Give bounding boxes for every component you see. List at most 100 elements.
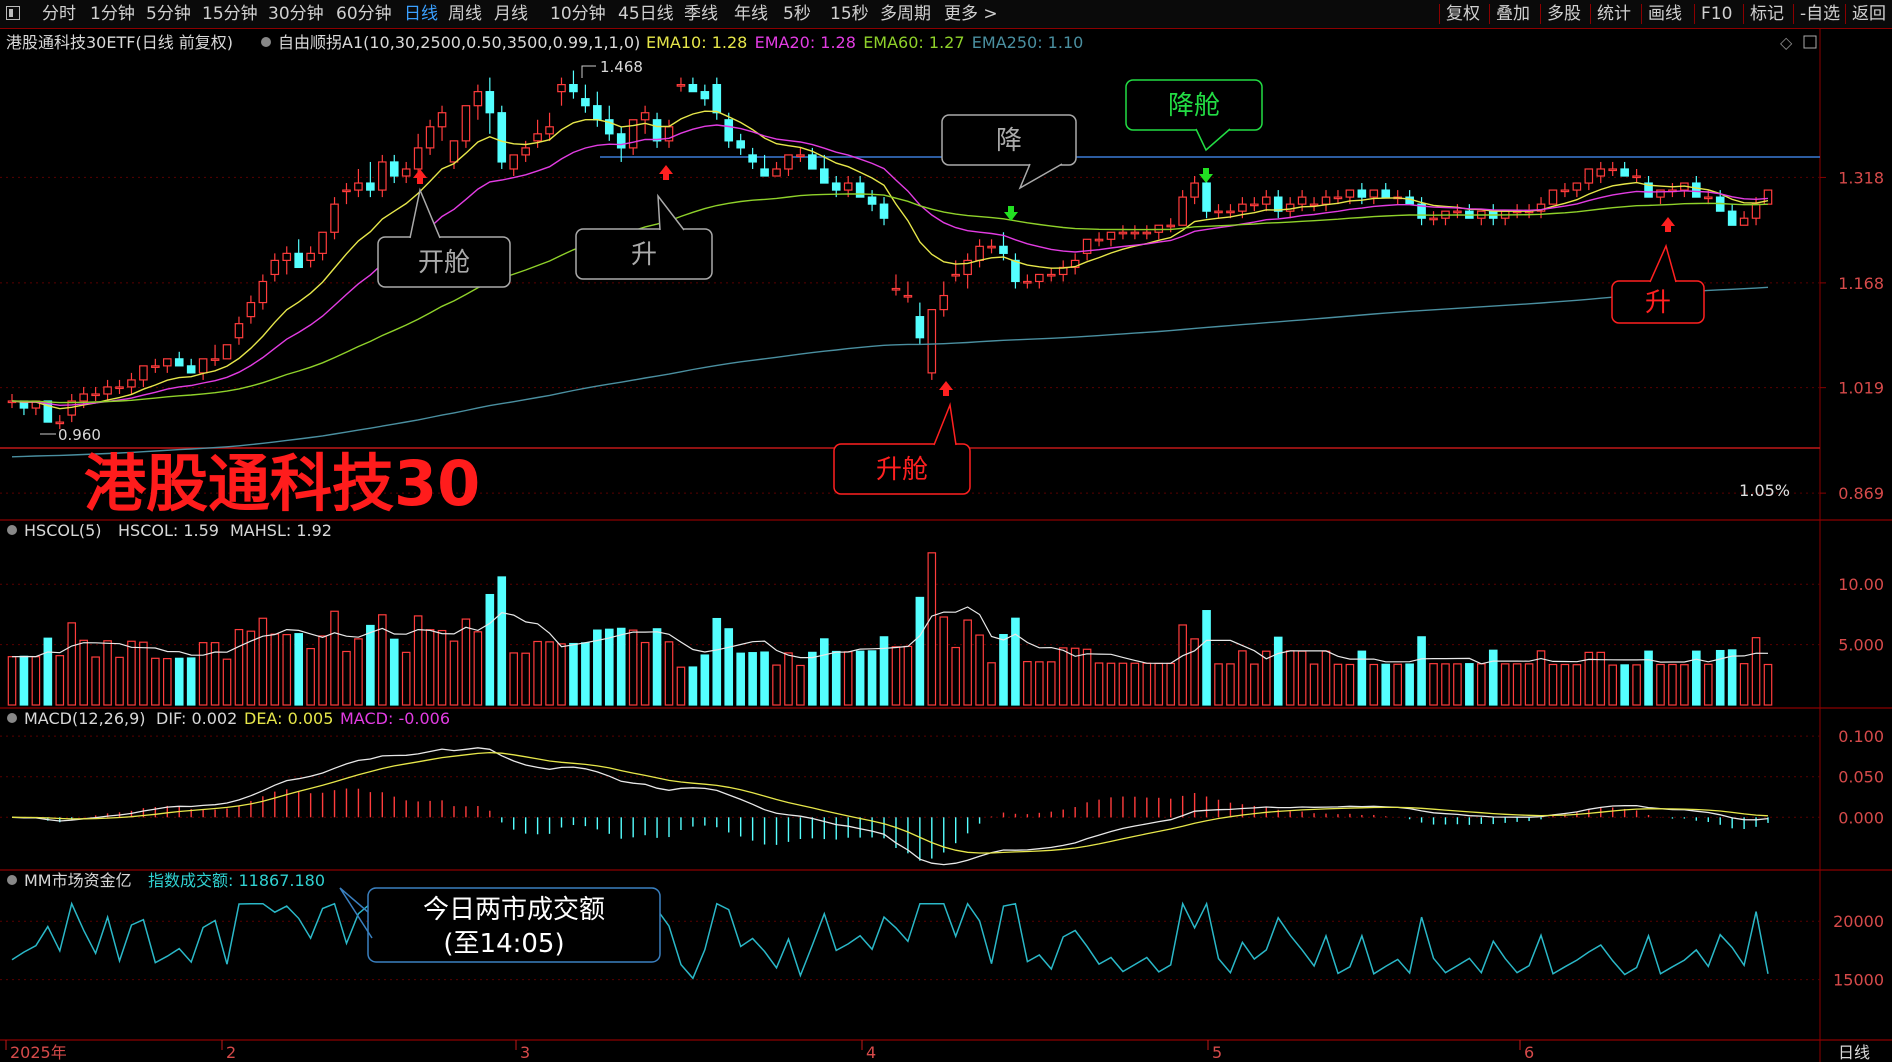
volume-bar <box>676 666 686 706</box>
volume-bar <box>927 552 937 706</box>
candle-body <box>1238 203 1247 212</box>
period-tab-12[interactable]: 年线 <box>734 4 768 24</box>
period-tab-14[interactable]: 15秒 <box>830 4 869 24</box>
macd-label: MACD(12,26,9) <box>24 709 146 728</box>
candle-body <box>1632 175 1641 179</box>
candle-body <box>724 119 734 142</box>
money-line <box>11 901 1769 980</box>
candle-body <box>712 84 722 114</box>
volume-bar <box>1118 662 1128 706</box>
candle-body <box>1285 203 1295 212</box>
candle-body <box>915 316 925 339</box>
period-tab-9[interactable]: 10分钟 <box>550 4 606 24</box>
candle-body <box>521 147 530 156</box>
period-tab-2[interactable]: 5分钟 <box>146 4 191 24</box>
period-tab-11[interactable]: 季线 <box>684 4 718 24</box>
volume-bar <box>533 640 542 706</box>
candle-body <box>831 182 841 191</box>
volume-bar <box>736 652 745 706</box>
candle-body <box>1166 224 1176 228</box>
candle-body <box>509 154 519 170</box>
volume-bar <box>1584 651 1594 706</box>
volume-bar <box>509 652 519 706</box>
volume-bar <box>389 638 399 706</box>
period-tab-4[interactable]: 30分钟 <box>268 4 324 24</box>
volume-bar <box>19 655 29 706</box>
volume-bar <box>91 656 100 706</box>
volume-bar <box>1178 624 1187 706</box>
candle-body <box>473 91 483 107</box>
volume-bar <box>473 631 483 706</box>
ema-label-3: EMA250: 1.10 <box>972 33 1084 52</box>
candle-body <box>1023 280 1032 284</box>
volume-bar <box>306 647 315 706</box>
toolbar-button-0[interactable]: 复权 <box>1446 4 1480 24</box>
x-axis-label: 2025年 <box>10 1043 67 1062</box>
volume-bar <box>1500 663 1510 706</box>
candle-body <box>1656 189 1665 198</box>
volume-bar <box>1357 650 1367 706</box>
volume-ma-line <box>11 606 1769 665</box>
volume-bar <box>234 628 244 706</box>
diamond-icon: ◇ <box>1780 33 1793 52</box>
x-axis-label: 5 <box>1212 1043 1222 1062</box>
volume-bar <box>1393 663 1402 706</box>
macd-dif-value: DIF: 0.002 <box>156 709 237 728</box>
volume-bar <box>1656 663 1665 706</box>
period-tab-7[interactable]: 周线 <box>448 4 482 24</box>
toolbar-button-3[interactable]: 统计 <box>1597 4 1631 24</box>
volume-tick-label: 5.000 <box>1838 636 1884 655</box>
volume-bar <box>151 657 160 706</box>
candle-body <box>330 203 339 233</box>
toolbar-separator <box>1641 4 1642 24</box>
volume-bar <box>1536 650 1546 706</box>
candle-body <box>1321 196 1331 205</box>
toolbar-button-5[interactable]: F10 <box>1701 4 1733 24</box>
period-tab-6[interactable]: 日线 <box>404 4 438 24</box>
volume-bar <box>1644 650 1653 706</box>
period-tab-13[interactable]: 5秒 <box>783 4 811 24</box>
volume-bar <box>1417 636 1426 706</box>
period-tab-1[interactable]: 1分钟 <box>90 4 135 24</box>
period-tab-16[interactable]: 更多 > <box>944 4 998 24</box>
candle-body <box>1046 273 1056 277</box>
ema-label-2: EMA60: 1.27 <box>863 33 964 52</box>
period-toolbar: 分时 1分钟 5分钟 15分钟 30分钟 60分钟 日线 周线 月线 10分钟 45日线 季线 年线 5秒… <box>0 0 1892 29</box>
volume-bar <box>819 638 829 706</box>
period-tab-3[interactable]: 15分钟 <box>202 4 258 24</box>
callout-shengcang: 升舱 <box>876 455 928 485</box>
candle-body <box>1381 189 1391 198</box>
volume-bar <box>103 640 112 706</box>
toolbar-button-2[interactable]: 多股 <box>1547 4 1581 24</box>
x-axis-period-label: 日线 <box>1838 1043 1870 1062</box>
candle-body <box>282 252 292 261</box>
window-icon[interactable] <box>6 6 20 20</box>
candle-body <box>903 294 913 298</box>
volume-bar <box>748 652 757 706</box>
callout-sheng2-tail <box>1649 243 1677 283</box>
volume-bar <box>1273 636 1283 706</box>
toolbar-button-8[interactable]: 返回 <box>1852 4 1886 24</box>
toolbar-button-1[interactable]: 叠加 <box>1496 4 1530 24</box>
candle-body <box>461 105 471 142</box>
candle-body <box>354 182 363 191</box>
volume-bar <box>115 656 124 706</box>
period-tab-0[interactable]: 分时 <box>42 4 76 24</box>
candle-body <box>760 168 769 177</box>
candle-body <box>975 245 984 261</box>
period-tab-5[interactable]: 60分钟 <box>336 4 392 24</box>
toolbar-button-6[interactable]: 标记 <box>1750 4 1784 24</box>
toolbar-button-4[interactable]: 画线 <box>1648 4 1682 24</box>
period-tab-15[interactable]: 多周期 <box>880 4 931 24</box>
volume-bar <box>55 655 65 706</box>
period-tab-10[interactable]: 45日线 <box>618 4 674 24</box>
volume-bar <box>401 651 411 706</box>
candle-body <box>1751 203 1761 219</box>
period-tab-8[interactable]: 月线 <box>494 4 528 24</box>
volume-bar <box>1608 664 1618 706</box>
volume-bar <box>186 657 196 706</box>
callout-sheng1: 升 <box>631 240 657 270</box>
macd-histogram <box>23 788 1769 861</box>
x-axis-label: 3 <box>520 1043 530 1062</box>
toolbar-button-7[interactable]: -自选 <box>1800 4 1841 24</box>
